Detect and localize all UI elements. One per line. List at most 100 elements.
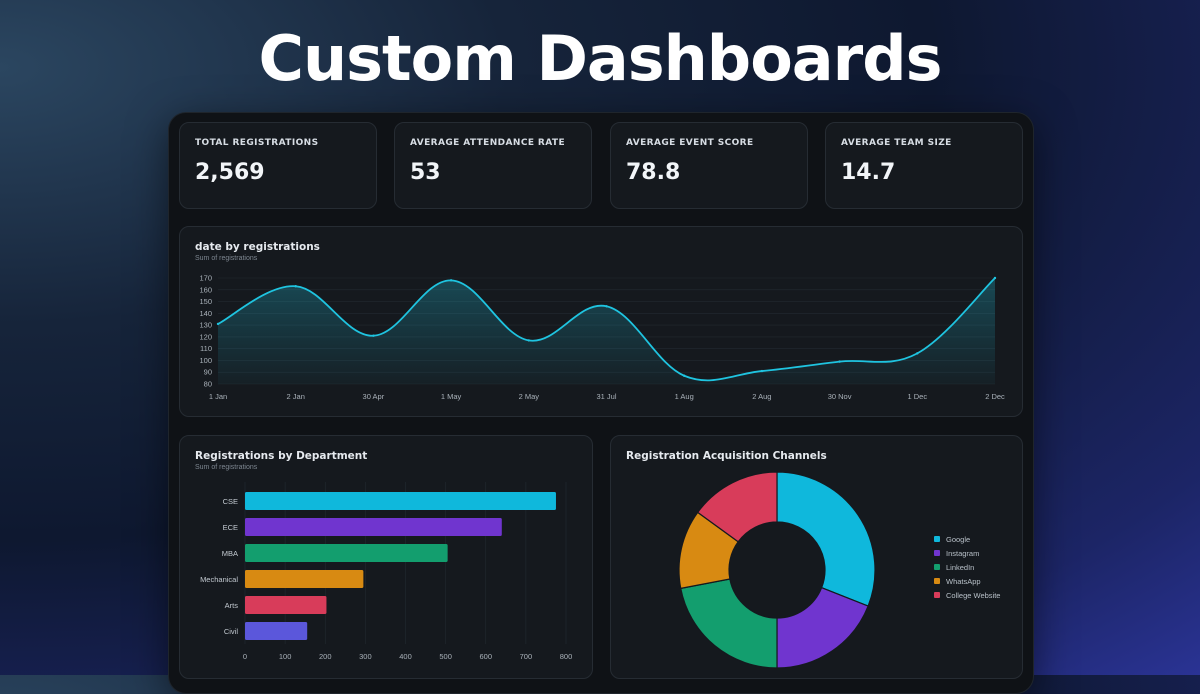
bar[interactable] [245, 492, 556, 510]
category-label: Civil [224, 627, 238, 636]
bar[interactable] [245, 570, 364, 588]
kpi-card-event-score[interactable]: AVERAGE EVENT SCORE 78.8 [610, 122, 808, 209]
x-tick-label: 31 Jul [596, 392, 616, 401]
kpi-label: AVERAGE ATTENDANCE RATE [410, 138, 566, 148]
line-point [916, 352, 919, 355]
line-chart-title: date by registrations [195, 241, 320, 253]
y-tick-label: 130 [199, 321, 212, 330]
line-chart: 80 90 100 110 120 130 140 150 160 170 1 Jan 2 Jan 30… [199, 274, 1005, 402]
category-label: MBA [222, 549, 238, 558]
category-label: CSE [223, 497, 238, 506]
donut-legend: Google Instagram LinkedIn WhatsApp College W… [934, 532, 1000, 602]
line-series [217, 277, 996, 382]
x-tick-label: 2 May [519, 392, 540, 401]
kpi-value: 2,569 [195, 160, 265, 185]
legend-item[interactable]: Instagram [934, 546, 1000, 560]
line-point [605, 305, 608, 308]
legend-swatch [934, 536, 940, 542]
x-tick-label: 600 [479, 652, 492, 661]
y-tick-label: 150 [199, 297, 212, 306]
legend-label: Instagram [946, 548, 980, 558]
category-label: Arts [225, 601, 239, 610]
legend-label: College Website [946, 590, 1001, 600]
legend-label: Google [946, 534, 971, 544]
x-tick-label: 30 Nov [828, 392, 852, 401]
line-chart-subtitle: Sum of registrations [195, 255, 258, 262]
line-point [527, 339, 530, 342]
x-tick-label: 30 Apr [363, 392, 385, 401]
legend-item[interactable]: LinkedIn [934, 560, 1000, 574]
legend-swatch [934, 578, 940, 584]
y-tick-label: 90 [204, 368, 212, 377]
x-tick-label: 500 [439, 652, 452, 661]
x-tick-label: 1 Aug [675, 392, 694, 401]
x-tick-label: 1 May [441, 392, 462, 401]
y-tick-label: 160 [199, 285, 212, 294]
kpi-value: 53 [410, 160, 441, 185]
y-tick-label: 80 [204, 380, 212, 389]
kpi-value: 78.8 [626, 160, 681, 185]
line-point [372, 334, 375, 337]
legend-item[interactable]: College Website [934, 588, 1000, 602]
x-tick-label: 700 [520, 652, 533, 661]
bar-chart-card[interactable]: Registrations by Department Sum of regis… [179, 435, 593, 679]
y-tick-label: 100 [199, 356, 212, 365]
donut-slice[interactable] [776, 471, 876, 607]
line-chart-card[interactable]: date by registrations Sum of registratio… [179, 226, 1023, 417]
donut-slice[interactable] [680, 578, 778, 669]
kpi-card-team-size[interactable]: AVERAGE TEAM SIZE 14.7 [825, 122, 1023, 209]
kpi-label: AVERAGE EVENT SCORE [626, 138, 754, 148]
donut-chart-card[interactable]: Registration Acquisition Channels Google… [610, 435, 1023, 679]
bar[interactable] [245, 596, 327, 614]
legend-swatch [934, 550, 940, 556]
x-tick-label: 800 [560, 652, 573, 661]
donut-chart [678, 471, 876, 669]
hero-title: Custom Dashboards [258, 22, 943, 95]
legend-swatch [934, 564, 940, 570]
x-tick-label: 200 [319, 652, 332, 661]
category-label: ECE [223, 523, 238, 532]
line-area [218, 278, 995, 384]
x-tick-label: 1 Jan [209, 392, 227, 401]
kpi-value: 14.7 [841, 160, 896, 185]
donut-slice[interactable] [776, 586, 869, 669]
y-tick-label: 170 [199, 274, 212, 283]
x-tick-label: 1 Dec [908, 392, 928, 401]
y-tick-label: 120 [199, 332, 212, 341]
kpi-label: AVERAGE TEAM SIZE [841, 138, 952, 148]
line-point [294, 285, 297, 288]
kpi-label: TOTAL REGISTRATIONS [195, 138, 319, 148]
x-tick-label: 2 Jan [287, 392, 305, 401]
x-tick-label: 2 Aug [752, 392, 771, 401]
legend-item[interactable]: WhatsApp [934, 574, 1000, 588]
kpi-card-total-registrations[interactable]: TOTAL REGISTRATIONS 2,569 [179, 122, 377, 209]
bar[interactable] [245, 622, 308, 640]
legend-swatch [934, 592, 940, 598]
x-tick-label: 400 [399, 652, 412, 661]
line-point [216, 322, 220, 326]
x-tick-label: 2 Dec [985, 392, 1005, 401]
donut-chart-title: Registration Acquisition Channels [626, 450, 827, 462]
bar-chart: 0 100 200 300 400 500 600 700 800 CSE ECE MBA Mechan… [200, 482, 573, 661]
legend-label: LinkedIn [946, 562, 975, 572]
line-point [993, 276, 997, 280]
bar[interactable] [245, 518, 502, 536]
bar[interactable] [245, 544, 448, 562]
y-tick-label: 110 [200, 344, 212, 353]
bar-chart-title: Registrations by Department [195, 450, 368, 462]
legend-item[interactable]: Google [934, 532, 1000, 546]
donut-slice[interactable] [696, 471, 778, 543]
line-point [838, 360, 841, 363]
line-point [760, 369, 764, 373]
x-tick-label: 300 [359, 652, 372, 661]
line-point [683, 374, 686, 377]
dashboard-panel: TOTAL REGISTRATIONS 2,569 AVERAGE ATTEND… [168, 112, 1034, 694]
x-tick-label: 100 [279, 652, 292, 661]
x-tick-label: 0 [243, 652, 247, 661]
kpi-card-attendance-rate[interactable]: AVERAGE ATTENDANCE RATE 53 [394, 122, 592, 209]
category-label: Mechanical [200, 575, 238, 584]
line-point [449, 279, 453, 282]
bar-chart-subtitle: Sum of registrations [195, 464, 258, 471]
legend-label: WhatsApp [946, 576, 981, 586]
y-tick-label: 140 [199, 309, 212, 318]
